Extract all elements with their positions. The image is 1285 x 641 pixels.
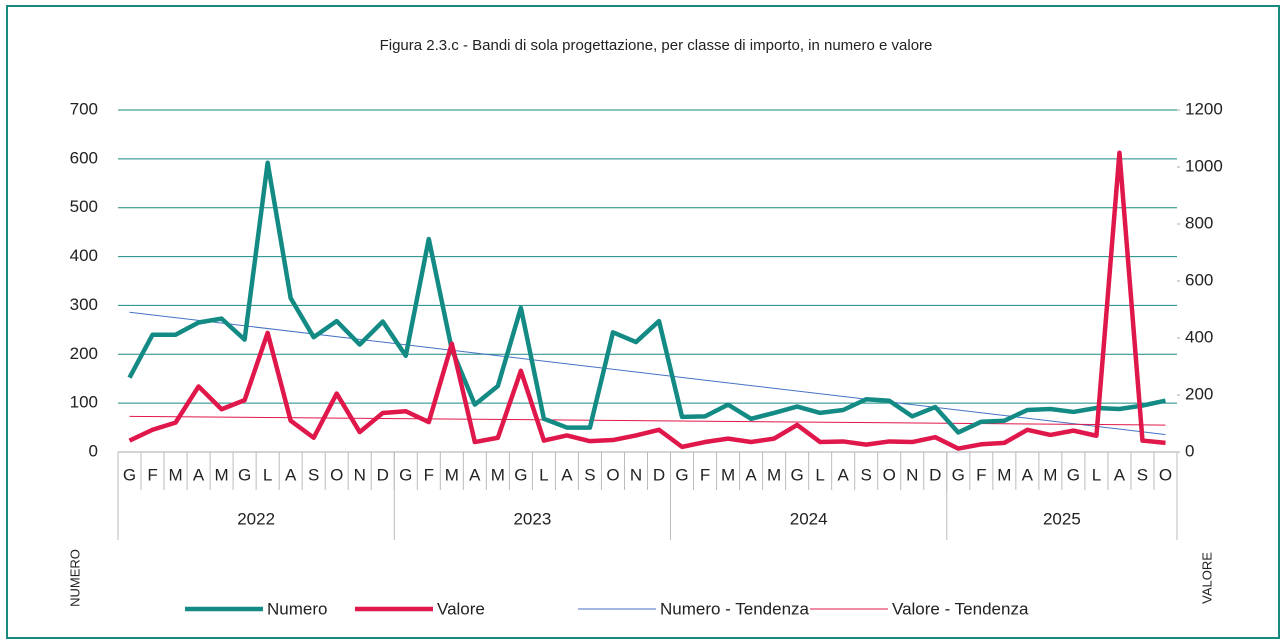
y2-tick-label: 200 <box>1185 384 1213 403</box>
x-tick-label: N <box>906 465 918 484</box>
trend-line <box>129 415 1166 426</box>
x-tick-label: D <box>377 465 389 484</box>
x-tick-label: S <box>308 465 319 484</box>
x-tick-label: D <box>929 465 941 484</box>
y2-tick-label: 0 <box>1185 441 1194 460</box>
x-tick-label: F <box>700 465 710 484</box>
y-tick-label: 200 <box>70 344 98 363</box>
x-tick-label: M <box>997 465 1011 484</box>
y-tick-label: 100 <box>70 393 98 412</box>
y2-axis-label: VALORE <box>1199 552 1214 604</box>
x-tick-label: G <box>514 465 527 484</box>
x-tick-label: A <box>561 465 573 484</box>
legend-label: Valore - Tendenza <box>892 599 1029 618</box>
y2-tick-label: 600 <box>1185 270 1213 289</box>
x-tick-label: M <box>168 465 182 484</box>
x-tick-label: L <box>539 465 548 484</box>
y-tick-label: 0 <box>89 441 98 460</box>
x-tick-label: A <box>1022 465 1034 484</box>
y-tick-label: 300 <box>70 295 98 314</box>
x-tick-label: A <box>285 465 297 484</box>
x-tick-label: O <box>330 465 343 484</box>
series-line <box>127 160 1166 435</box>
x-tick-label: M <box>721 465 735 484</box>
year-label: 2025 <box>1043 509 1081 528</box>
x-tick-label: S <box>584 465 595 484</box>
x-tick-label: L <box>1092 465 1101 484</box>
year-label: 2024 <box>790 509 828 528</box>
y-tick-label: 400 <box>70 246 98 265</box>
y-tick-label: 600 <box>70 148 98 167</box>
y2-tick-label: 1000 <box>1185 156 1223 175</box>
y-tick-label: 500 <box>70 197 98 216</box>
year-label: 2022 <box>237 509 275 528</box>
y2-tick-label: 1200 <box>1185 99 1223 118</box>
x-tick-label: F <box>976 465 986 484</box>
x-tick-label: O <box>606 465 619 484</box>
x-tick-label: M <box>445 465 459 484</box>
x-tick-label: A <box>745 465 757 484</box>
frame <box>6 5 1280 639</box>
x-tick-label: G <box>791 465 804 484</box>
x-tick-label: M <box>767 465 781 484</box>
x-tick-label: A <box>1114 465 1126 484</box>
y-tick-label: 700 <box>70 99 98 118</box>
x-tick-label: M <box>1043 465 1057 484</box>
x-tick-label: A <box>469 465 481 484</box>
x-tick-label: S <box>1137 465 1148 484</box>
x-tick-label: A <box>193 465 205 484</box>
x-tick-label: S <box>861 465 872 484</box>
x-tick-label: N <box>630 465 642 484</box>
x-tick-label: A <box>838 465 850 484</box>
x-tick-label: N <box>354 465 366 484</box>
trend-line <box>129 311 1166 436</box>
x-tick-label: M <box>215 465 229 484</box>
x-tick-label: G <box>399 465 412 484</box>
y2-tick-label: 800 <box>1185 213 1213 232</box>
legend-label: Valore <box>437 599 485 618</box>
y2-tick-label: 400 <box>1185 327 1213 346</box>
y-axis-label: NUMERO <box>67 549 82 607</box>
x-tick-label: G <box>238 465 251 484</box>
x-tick-label: O <box>1159 465 1172 484</box>
x-tick-label: F <box>424 465 434 484</box>
x-tick-label: G <box>675 465 688 484</box>
x-tick-label: F <box>147 465 157 484</box>
x-tick-label: G <box>123 465 136 484</box>
year-label: 2023 <box>513 509 551 528</box>
x-tick-label: D <box>653 465 665 484</box>
legend-label: Numero - Tendenza <box>660 599 810 618</box>
x-tick-label: M <box>491 465 505 484</box>
chart-title: Figura 2.3.c - Bandi di sola progettazio… <box>380 37 933 54</box>
x-tick-label: O <box>883 465 896 484</box>
x-tick-label: L <box>263 465 272 484</box>
x-tick-label: G <box>952 465 965 484</box>
series-line <box>128 150 1166 451</box>
x-tick-label: G <box>1067 465 1080 484</box>
x-tick-label: L <box>815 465 824 484</box>
legend-label: Numero <box>267 599 327 618</box>
